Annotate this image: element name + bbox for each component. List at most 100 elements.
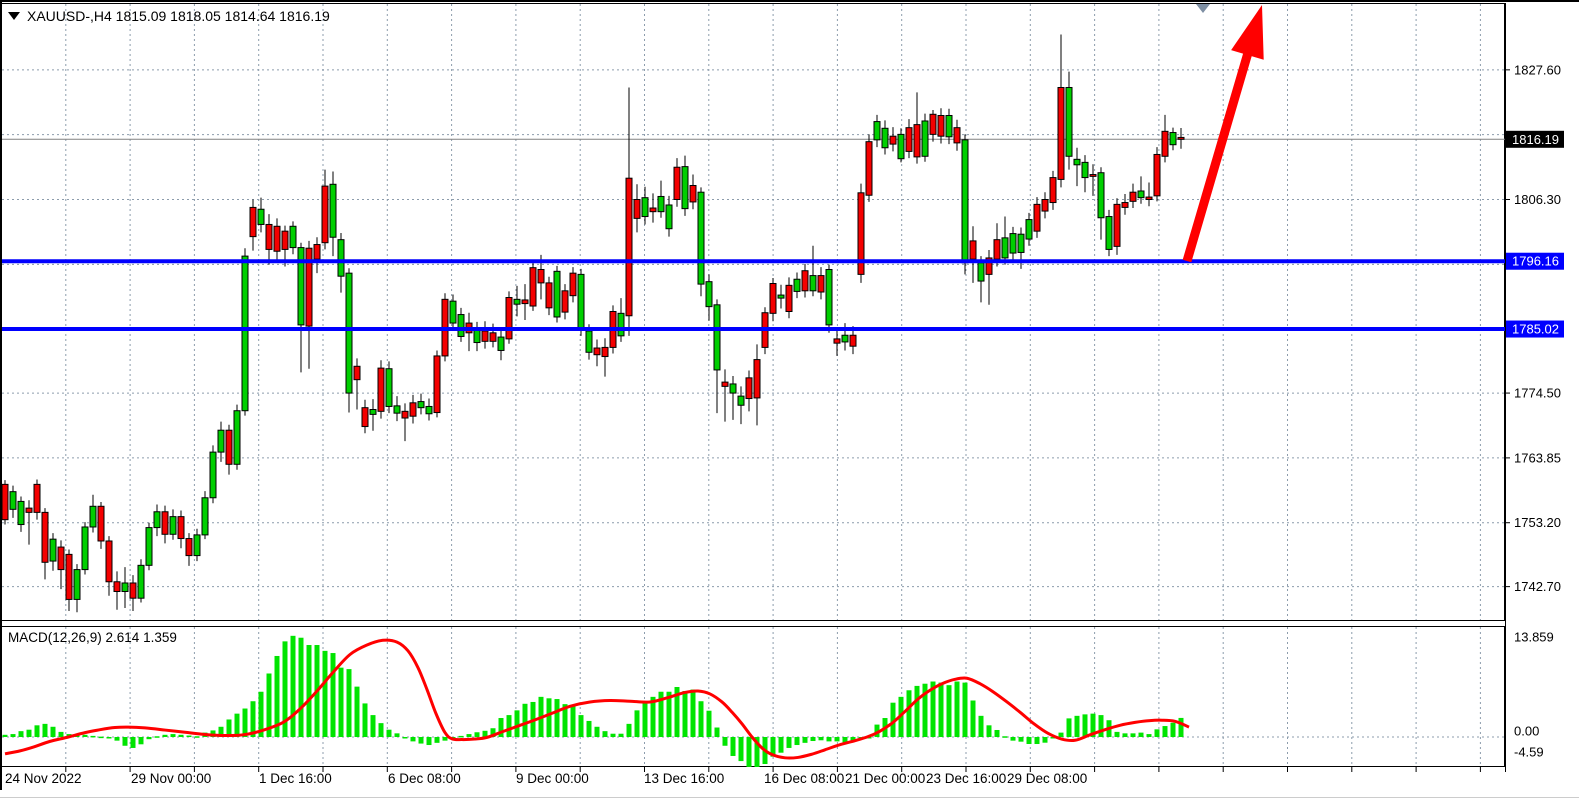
candle-body bbox=[833, 338, 841, 344]
candle-body bbox=[273, 225, 281, 252]
candle-bear bbox=[361, 399, 369, 434]
candle-bull bbox=[9, 485, 17, 518]
macd-bar bbox=[442, 737, 448, 741]
candle-bull bbox=[241, 248, 249, 416]
candle-bear bbox=[601, 338, 609, 377]
candle-bull bbox=[809, 245, 817, 297]
candle-body bbox=[161, 511, 169, 535]
current-price-badge-label: 1816.19 bbox=[1512, 132, 1559, 147]
price-tick-label: 1763.85 bbox=[1514, 450, 1561, 465]
candle-bear bbox=[177, 510, 185, 549]
candle-body bbox=[585, 330, 593, 353]
candle-bear bbox=[1161, 114, 1169, 163]
candle-body bbox=[1025, 219, 1033, 240]
candle-bear bbox=[409, 394, 417, 424]
candle-body bbox=[65, 553, 73, 600]
macd-bar bbox=[218, 726, 224, 737]
macd-bar bbox=[418, 737, 424, 744]
candle-bear bbox=[105, 536, 113, 596]
candle-body bbox=[89, 505, 97, 528]
candle-bull bbox=[217, 421, 225, 462]
candle-bear bbox=[1145, 182, 1153, 207]
candle-bear bbox=[185, 533, 193, 566]
candle-body bbox=[777, 294, 785, 299]
macd-bar bbox=[114, 737, 120, 741]
candle-body bbox=[393, 405, 401, 414]
candle-bear bbox=[1129, 183, 1137, 209]
candle-body bbox=[33, 483, 41, 513]
chart-shift-marker-icon[interactable] bbox=[1196, 4, 1210, 13]
candle-body bbox=[681, 166, 689, 210]
candle-body bbox=[769, 283, 777, 314]
macd-bar bbox=[938, 682, 944, 737]
candle-body bbox=[625, 177, 633, 317]
candle-bear bbox=[929, 110, 937, 142]
candle-bear bbox=[569, 267, 577, 303]
price-tick-label: 1806.30 bbox=[1514, 192, 1561, 207]
time-tick-label: 23 Dec 16:00 bbox=[926, 771, 1006, 786]
candle-bull bbox=[961, 134, 969, 275]
candle-body bbox=[569, 272, 577, 297]
candle-bear bbox=[937, 108, 945, 144]
macd-bar bbox=[1018, 737, 1024, 742]
trend-arrow-shaft[interactable] bbox=[1182, 47, 1254, 263]
macd-bar bbox=[1154, 729, 1160, 737]
chart-title-bar: XAUUSD-,H4 1815.09 1818.05 1814.64 1816.… bbox=[8, 8, 330, 24]
macd-bar bbox=[186, 735, 192, 738]
candle-body bbox=[1073, 158, 1081, 166]
candle-bull bbox=[513, 285, 521, 317]
candle-body bbox=[1137, 190, 1145, 199]
candle-body bbox=[545, 282, 553, 309]
candle-bull bbox=[393, 396, 401, 422]
candle-bear bbox=[673, 158, 681, 207]
candle-body bbox=[593, 347, 601, 356]
candle-bear bbox=[25, 500, 33, 545]
time-tick-label: 9 Dec 00:00 bbox=[516, 771, 589, 786]
candle-bear bbox=[833, 327, 841, 356]
macd-bar bbox=[490, 728, 496, 737]
candle-body bbox=[233, 410, 241, 465]
candle-body bbox=[641, 197, 649, 218]
macd-bar bbox=[194, 736, 200, 738]
symbol-dropdown-icon[interactable] bbox=[8, 12, 20, 20]
candle-bull bbox=[873, 114, 881, 148]
macd-bar bbox=[258, 691, 264, 737]
candle-bull bbox=[1009, 226, 1017, 261]
candle-bull bbox=[945, 108, 953, 145]
candle-bear bbox=[1113, 198, 1121, 255]
candle-bear bbox=[2, 480, 9, 525]
macd-bar bbox=[1050, 737, 1056, 739]
macd-bar bbox=[90, 735, 96, 738]
candle-body bbox=[713, 304, 721, 371]
candle-bull bbox=[697, 187, 705, 297]
candle-body bbox=[513, 298, 521, 305]
candle-bear bbox=[865, 134, 873, 202]
macd-bar bbox=[570, 705, 576, 737]
candle-bull bbox=[497, 329, 505, 361]
macd-bar bbox=[290, 635, 296, 737]
candle-bull bbox=[201, 491, 209, 540]
macd-bar bbox=[458, 735, 464, 738]
candle-bear bbox=[129, 575, 137, 611]
candle-body bbox=[1081, 161, 1089, 179]
candle-body bbox=[289, 225, 297, 249]
candle-body bbox=[849, 334, 857, 347]
candle-body bbox=[889, 135, 897, 145]
candle-bear bbox=[785, 277, 793, 319]
candle-body bbox=[1129, 191, 1137, 202]
candle-body bbox=[25, 507, 33, 513]
candle-bear bbox=[249, 199, 257, 251]
trend-arrow-head[interactable] bbox=[1231, 5, 1264, 60]
candle-body bbox=[737, 395, 745, 406]
candle-bull bbox=[233, 404, 241, 470]
candle-bear bbox=[225, 424, 233, 475]
candle-bull bbox=[641, 186, 649, 225]
macd-bar bbox=[594, 726, 600, 737]
candle-bear bbox=[745, 370, 753, 412]
macd-bar bbox=[1146, 734, 1152, 737]
macd-bar bbox=[586, 720, 592, 737]
candle-bull bbox=[289, 221, 297, 255]
candle-bear bbox=[401, 403, 409, 442]
